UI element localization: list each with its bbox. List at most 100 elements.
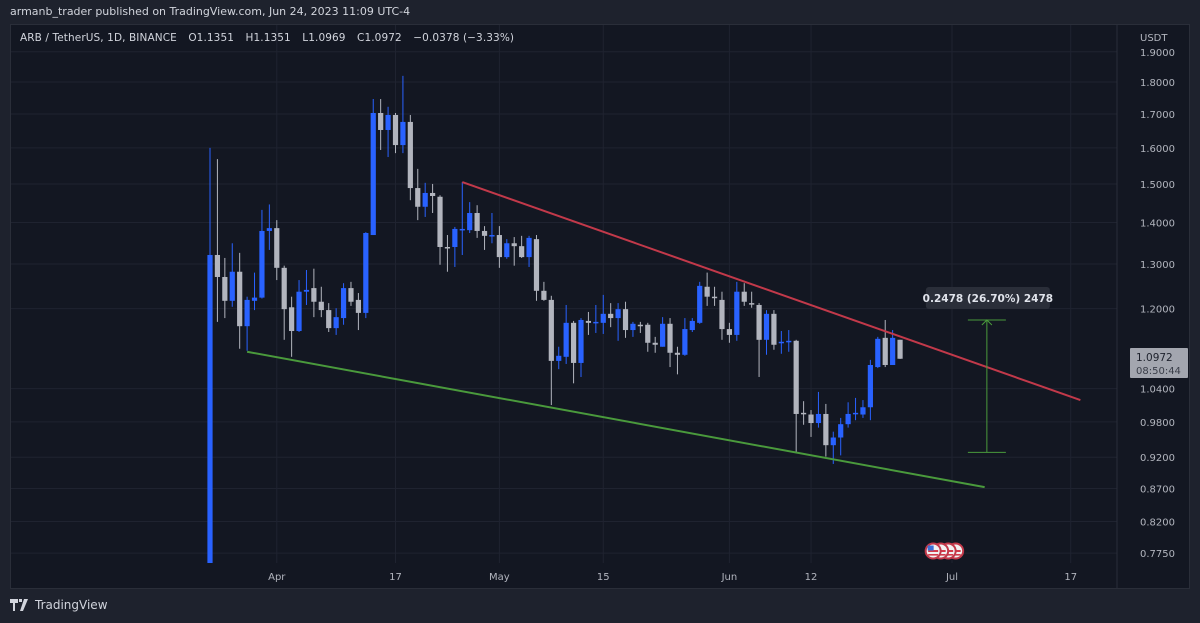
price-tick-label: 1.9000	[1140, 48, 1175, 59]
candle	[266, 204, 272, 250]
price-tick-label: 0.9200	[1140, 453, 1175, 464]
candle-body	[385, 114, 391, 130]
publisher-caption: armanb_trader published on TradingView.c…	[10, 5, 411, 18]
footer-brand[interactable]: TradingView	[10, 598, 108, 612]
candle	[697, 281, 703, 324]
candle-body	[237, 271, 243, 327]
candle-body	[229, 271, 235, 301]
candle	[763, 310, 770, 355]
candle-body	[563, 322, 569, 357]
price-axis-labels: 1.9000 1.8000 1.7000 1.6000 1.5000 1.4000 1.30…	[1140, 48, 1175, 560]
candle	[652, 336, 658, 353]
candle-body	[697, 285, 703, 323]
candle	[348, 281, 354, 306]
symbol-name[interactable]: ARB / TetherUS, 1D, BINANCE	[20, 32, 177, 44]
candle-body	[378, 112, 384, 130]
candle	[415, 168, 421, 221]
time-tick-label: 17	[1064, 572, 1077, 583]
price-range-measure: 0.2478 (26.70%) 2478	[923, 286, 1053, 453]
price-change: −0.0378 (−3.33%)	[413, 32, 515, 44]
candle-body	[652, 342, 658, 345]
price-tick-label: 1.7000	[1140, 110, 1175, 121]
time-tick-label: 12	[805, 572, 818, 583]
price-tick-label: 1.0400	[1140, 385, 1175, 396]
candle-body	[481, 230, 488, 236]
candle-body	[734, 291, 740, 335]
candle-body	[422, 192, 428, 207]
candle-body	[274, 228, 280, 268]
candle	[281, 265, 287, 340]
candle	[526, 235, 532, 267]
candles	[207, 75, 903, 563]
candle-body	[630, 323, 636, 331]
resistance-trendline	[461, 181, 1081, 402]
candle	[756, 303, 762, 377]
price-tick-label: 1.3000	[1140, 260, 1175, 271]
candle-body	[400, 121, 406, 146]
countdown: 08:50:44	[1136, 366, 1181, 377]
candle-body	[645, 324, 651, 343]
candle-body	[437, 196, 443, 247]
candle-body	[660, 323, 666, 347]
candle-body	[556, 355, 562, 361]
candle	[556, 346, 562, 370]
candle	[407, 114, 413, 201]
candle-body	[763, 313, 770, 340]
candle	[608, 303, 614, 328]
candle-body	[296, 291, 302, 332]
candle	[674, 346, 681, 375]
candle	[289, 296, 295, 357]
candle	[303, 269, 310, 305]
candle	[637, 321, 643, 333]
candle	[259, 209, 265, 299]
candle-body	[244, 299, 250, 327]
candle-body	[875, 338, 881, 368]
candle-body	[674, 352, 681, 355]
candle-body	[719, 299, 725, 330]
flag-stripe	[928, 554, 939, 556]
candle-body	[355, 299, 361, 313]
candle	[630, 321, 636, 337]
candle-body	[756, 304, 762, 340]
candle-body	[415, 188, 421, 207]
candle	[890, 330, 896, 365]
price-tick-label: 0.7750	[1140, 549, 1175, 560]
candle	[852, 397, 859, 421]
candle	[548, 295, 554, 406]
support-trendline	[246, 350, 985, 489]
flag-canton	[927, 545, 934, 551]
candle	[400, 75, 406, 154]
candle-body	[570, 322, 577, 363]
us-flag-event-icon[interactable]	[924, 542, 942, 560]
candle	[311, 268, 317, 318]
candle	[274, 220, 280, 281]
candle	[815, 391, 822, 428]
candle-body	[348, 288, 354, 302]
time-tick-label: 15	[597, 572, 610, 583]
candle	[489, 213, 495, 244]
candle	[444, 235, 451, 272]
candle	[838, 417, 844, 456]
candle-body	[474, 213, 480, 231]
candle	[370, 99, 376, 236]
candle	[645, 322, 651, 352]
candle-body	[541, 290, 547, 300]
candle-body	[214, 254, 221, 277]
candle	[511, 237, 517, 266]
candle-body	[608, 313, 614, 319]
candle-body	[852, 412, 859, 415]
time-tick-label: 17	[389, 572, 402, 583]
candle	[801, 401, 807, 425]
candle	[704, 272, 710, 306]
time-axis-labels: Apr 17 May 15 Jun 12 Jul 17	[268, 572, 1077, 583]
economic-events	[924, 542, 965, 560]
price-tick-label: 0.9800	[1140, 418, 1175, 429]
candle-body	[711, 296, 718, 299]
candle	[689, 318, 695, 332]
candle	[660, 317, 666, 347]
candle-body	[749, 303, 755, 305]
candle	[251, 272, 258, 311]
candle-body	[600, 313, 606, 323]
candle-body	[370, 112, 376, 236]
